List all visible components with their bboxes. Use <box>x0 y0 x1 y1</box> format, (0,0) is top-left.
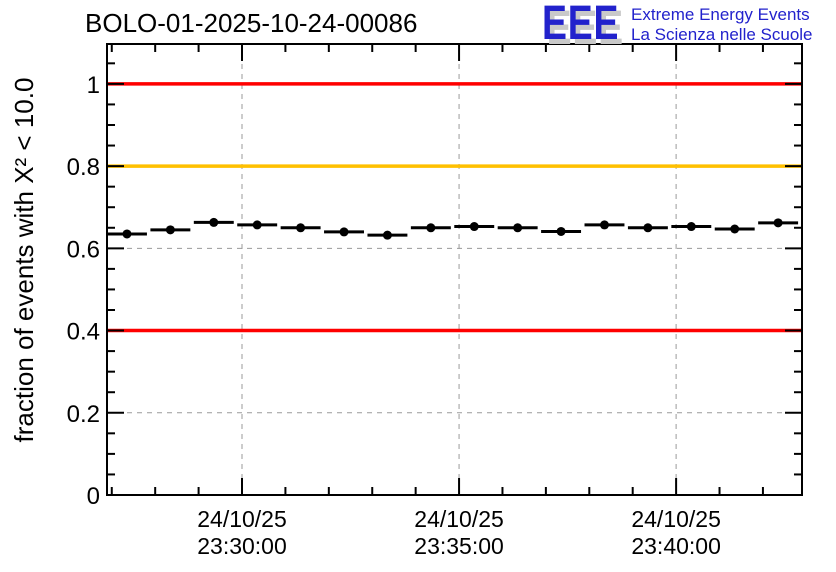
eee-logo: EEE Extreme Energy Events La Scienza nel… <box>542 0 813 50</box>
data-point <box>686 222 696 232</box>
y-tick-label: 1 <box>87 72 100 99</box>
data-point <box>165 225 175 235</box>
y-tick-label: 0.8 <box>67 154 100 181</box>
y-axis-title: fraction of events with X² < 10.0 <box>9 77 39 443</box>
eee-logo-line1: Extreme Energy Events <box>631 5 810 24</box>
y-tick-label: 0.2 <box>67 401 100 428</box>
data-point <box>339 227 349 237</box>
x-tick-label-time: 23:40:00 <box>631 533 721 559</box>
eee-logo-line2: La Scienza nelle Scuole <box>631 25 813 44</box>
x-tick-label-time: 23:30:00 <box>197 533 287 559</box>
x-tick-label-date: 24/10/25 <box>197 506 287 532</box>
data-point <box>209 217 219 227</box>
data-point <box>296 223 306 233</box>
data-point <box>513 223 523 233</box>
axis-frame <box>106 43 803 496</box>
data-point <box>643 223 653 233</box>
data-point <box>730 224 740 234</box>
y-tick-label: 0.4 <box>67 319 100 346</box>
y-tick-label: 0 <box>87 483 100 510</box>
data-point <box>122 229 132 239</box>
x-tick-label-time: 23:35:00 <box>414 533 504 559</box>
data-point <box>773 218 783 228</box>
page-title: BOLO-01-2025-10-24-00086 <box>85 8 418 38</box>
y-tick-label: 0.6 <box>67 236 100 263</box>
eee-logo-text: Extreme Energy Events La Scienza nelle S… <box>631 2 812 45</box>
data-point <box>556 226 566 236</box>
data-point <box>469 222 479 232</box>
x-tick-label-date: 24/10/25 <box>631 506 721 532</box>
data-point <box>382 230 392 240</box>
data-point <box>599 220 609 230</box>
data-point <box>252 220 262 230</box>
eee-logo-letters: EEE <box>542 0 620 50</box>
x-tick-label-date: 24/10/25 <box>414 506 504 532</box>
data-point <box>426 223 436 233</box>
